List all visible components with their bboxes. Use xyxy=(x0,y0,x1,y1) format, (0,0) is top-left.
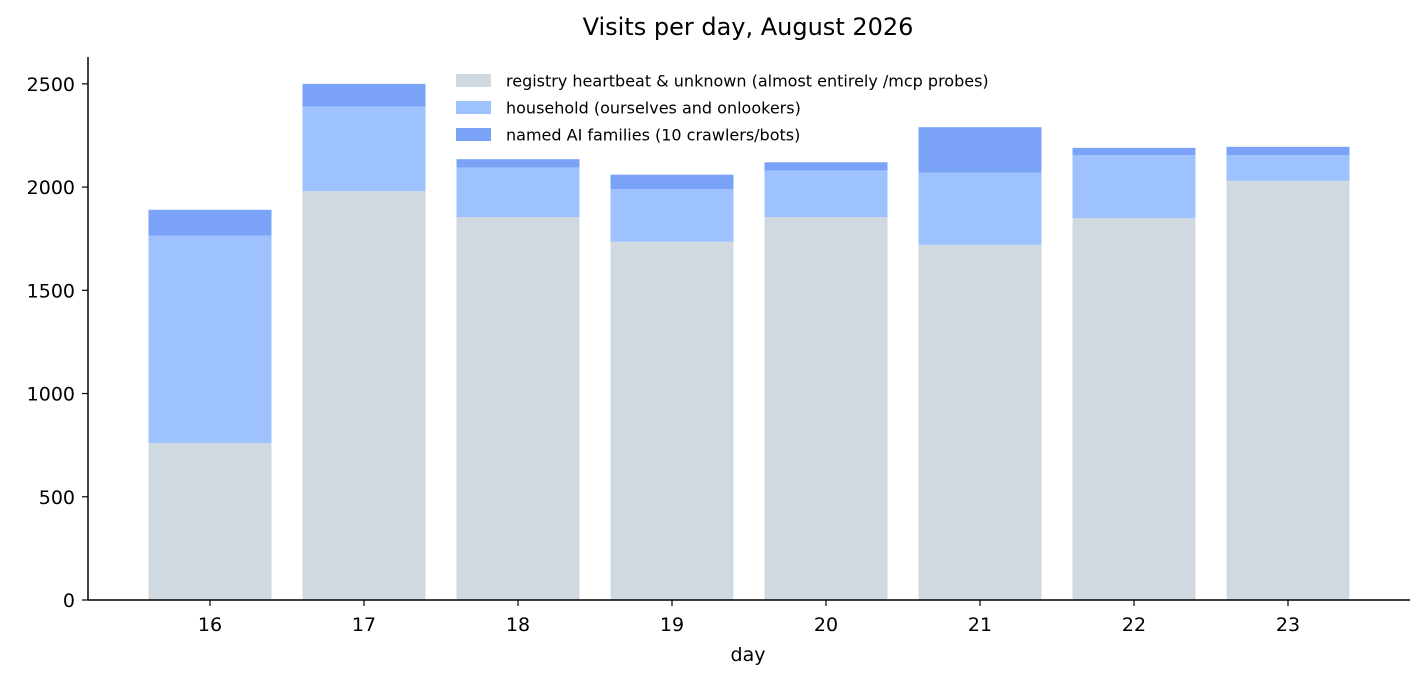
bar-segment-day-19-series-2 xyxy=(610,189,734,242)
bar-segment-day-18-series-2 xyxy=(456,167,580,218)
x-tick-label-19: 19 xyxy=(660,614,684,636)
bar-segment-day-18-series-3 xyxy=(456,159,580,168)
x-tick-label-17: 17 xyxy=(352,614,376,636)
chart-title: Visits per day, August 2026 xyxy=(583,13,914,41)
y-tick-label-1000: 1000 xyxy=(27,384,75,406)
bar-segment-day-20-series-1 xyxy=(764,217,888,600)
bar-segment-day-19-series-1 xyxy=(610,241,734,601)
bar-segment-day-16-series-1 xyxy=(148,443,272,600)
bar-segment-day-18-series-1 xyxy=(456,217,580,600)
x-tick-label-22: 22 xyxy=(1122,614,1146,636)
bar-segment-day-23-series-1 xyxy=(1226,180,1350,600)
bar-segment-day-19-series-3 xyxy=(610,174,734,190)
bar-segment-day-16-series-2 xyxy=(148,235,272,444)
x-tick-label-21: 21 xyxy=(968,614,992,636)
legend-label-1: registry heartbeat & unknown (almost ent… xyxy=(506,72,989,91)
y-tick-label-2000: 2000 xyxy=(27,177,75,199)
bar-segment-day-16-series-3 xyxy=(148,209,272,236)
y-tick-label-1500: 1500 xyxy=(27,280,75,302)
bar-segment-day-22-series-3 xyxy=(1072,147,1196,156)
legend-swatch-3 xyxy=(456,128,491,141)
legend-label-3: named AI families (10 crawlers/bots) xyxy=(506,126,800,145)
x-tick-label-18: 18 xyxy=(506,614,530,636)
bar-segment-day-21-series-3 xyxy=(918,127,1042,173)
legend-swatch-2 xyxy=(456,101,491,114)
bar-segment-day-20-series-2 xyxy=(764,170,888,218)
bar-segment-day-22-series-2 xyxy=(1072,155,1196,219)
x-axis-label: day xyxy=(731,644,766,666)
x-tick-label-23: 23 xyxy=(1276,614,1300,636)
bar-segment-day-23-series-2 xyxy=(1226,155,1350,181)
y-tick-label-500: 500 xyxy=(39,487,75,509)
y-tick-label-2500: 2500 xyxy=(27,74,75,96)
bar-segment-day-23-series-3 xyxy=(1226,146,1350,156)
legend: registry heartbeat & unknown (almost ent… xyxy=(456,72,989,145)
bar-segment-day-20-series-3 xyxy=(764,162,888,171)
bar-segment-day-17-series-3 xyxy=(302,83,426,107)
bar-segment-day-22-series-1 xyxy=(1072,218,1196,601)
x-tick-label-20: 20 xyxy=(814,614,838,636)
bar-segment-day-21-series-2 xyxy=(918,172,1042,245)
bar-segment-day-21-series-1 xyxy=(918,244,1042,600)
bar-segment-day-17-series-2 xyxy=(302,106,426,192)
bar-segment-day-17-series-1 xyxy=(302,191,426,600)
y-tick-label-0: 0 xyxy=(63,590,75,612)
x-tick-label-16: 16 xyxy=(198,614,222,636)
legend-label-2: household (ourselves and onlookers) xyxy=(506,99,801,118)
bars-layer xyxy=(148,83,1350,601)
legend-swatch-1 xyxy=(456,74,491,87)
axes-layer: 0 500 1000 1500 2000 2500 16 17 18 19 20 21 22 23 xyxy=(27,57,1410,636)
